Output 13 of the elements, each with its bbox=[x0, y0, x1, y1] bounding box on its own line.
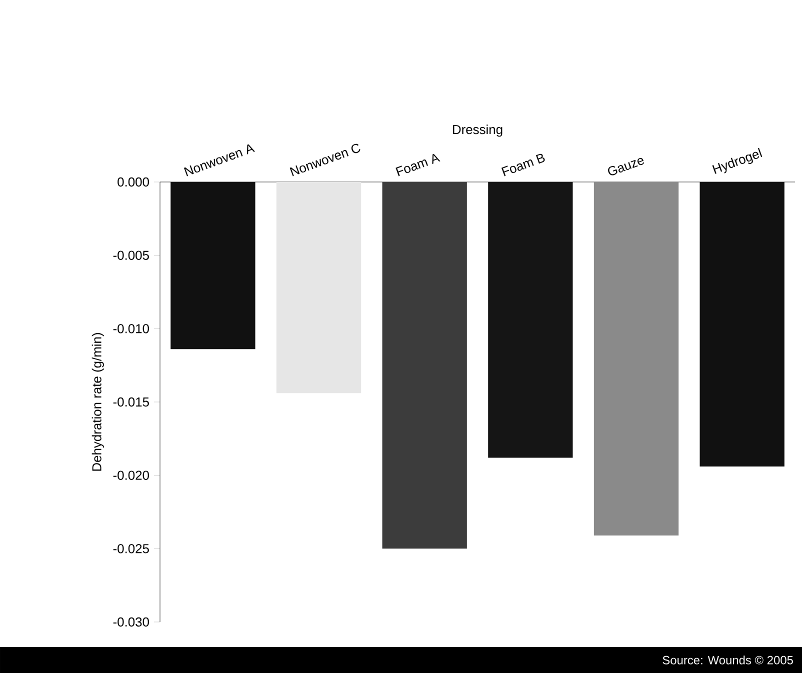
y-tick-label: -0.020 bbox=[113, 470, 149, 480]
x-tick-label: Foam A bbox=[396, 154, 440, 176]
y-tick-label: -0.015 bbox=[113, 397, 149, 407]
x-tick-label: Foam B bbox=[501, 154, 545, 176]
x-tick-label: Gauze bbox=[608, 158, 644, 176]
y-tick-label: -0.025 bbox=[113, 544, 149, 554]
y-axis-title: Dehydration rate (g/min) bbox=[92, 332, 104, 471]
y-tick-label: -0.005 bbox=[113, 250, 149, 260]
source-note: Source: Wounds © 2005 bbox=[662, 656, 793, 664]
y-tick-label: -0.010 bbox=[113, 324, 149, 334]
y-tick-label: -0.030 bbox=[113, 617, 149, 627]
x-axis-title: Dressing bbox=[453, 124, 502, 137]
y-tick-label: 0.000 bbox=[118, 177, 149, 187]
